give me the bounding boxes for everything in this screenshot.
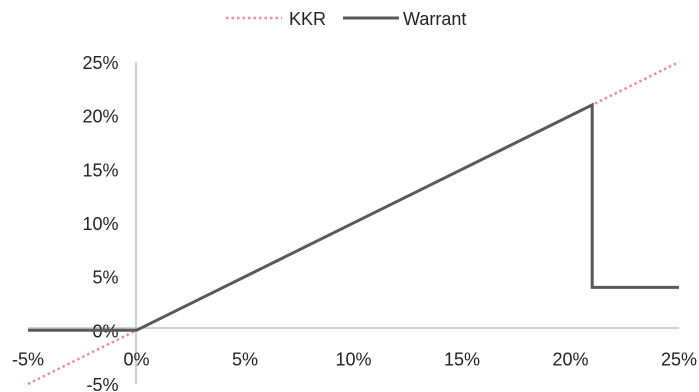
x-tick-labels: -5% 0% 5% 10% 15% 20% 25% bbox=[12, 349, 697, 369]
y-tick-label: 25% bbox=[82, 53, 118, 73]
series-line-warrant bbox=[28, 102, 679, 332]
series-layer bbox=[27, 60, 680, 386]
y-tick-label: 15% bbox=[82, 160, 118, 180]
legend: KKR Warrant bbox=[226, 9, 466, 29]
y-tick-label: -5% bbox=[86, 375, 118, 392]
x-tick-label: 25% bbox=[661, 349, 697, 369]
x-tick-label: 15% bbox=[444, 349, 480, 369]
x-tick-label: 10% bbox=[335, 349, 371, 369]
y-tick-label: 5% bbox=[92, 268, 118, 288]
y-tick-label: 10% bbox=[82, 214, 118, 234]
x-tick-label: 5% bbox=[232, 349, 258, 369]
legend-label-kkr: KKR bbox=[289, 9, 326, 29]
x-tick-label: -5% bbox=[12, 349, 44, 369]
x-tick-label: 0% bbox=[123, 349, 149, 369]
y-tick-label: 20% bbox=[82, 107, 118, 127]
x-tick-label: 20% bbox=[552, 349, 588, 369]
legend-label-warrant: Warrant bbox=[403, 9, 466, 29]
